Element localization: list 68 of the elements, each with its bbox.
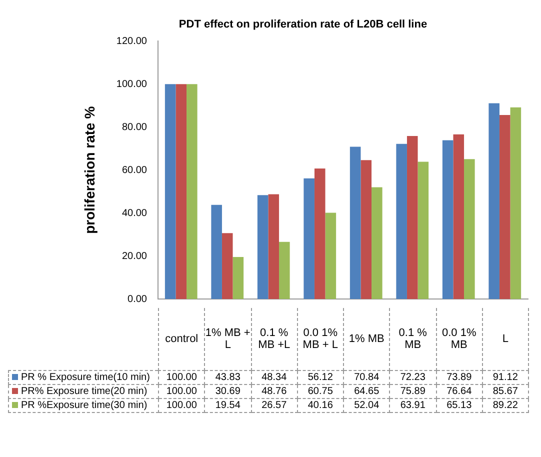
bar [360, 160, 372, 299]
bar [164, 84, 176, 299]
data-label: 65.13 [436, 398, 482, 412]
data-label: 43.83 [204, 370, 251, 384]
data-label: 48.76 [251, 384, 298, 398]
legend-label: PR % Exposure time(10 min) [21, 372, 150, 383]
data-label: 70.84 [344, 370, 390, 384]
bar [314, 168, 326, 299]
legend-label: PR %Exposure time(30 min) [21, 400, 148, 411]
bar [186, 84, 198, 299]
data-label: 56.12 [297, 370, 344, 384]
x-tick-label: 0.1 % MB +L [251, 308, 298, 370]
data-label: 63.91 [390, 398, 436, 412]
chart-title: PDT effect on proliferation rate of L20B cell line [178, 18, 428, 31]
bar [372, 187, 382, 299]
x-tick-label: 1% MB [344, 308, 390, 370]
legend-label: PR% Exposure time(20 min) [21, 386, 148, 397]
bar [304, 178, 314, 299]
data-label: 76.64 [436, 384, 482, 398]
data-label: 72.23 [390, 370, 436, 384]
data-label: 75.89 [390, 384, 436, 398]
data-label: 73.89 [436, 370, 482, 384]
data-label: 100.00 [158, 384, 205, 398]
x-tick-label: control [158, 308, 205, 370]
data-label: 60.75 [297, 384, 344, 398]
data-label: 40.16 [297, 398, 344, 412]
x-tick-label: 0.0 1% MB + L [297, 308, 344, 370]
y-tick-label: 80.00 [122, 122, 148, 133]
y-tick-label: 20.00 [122, 250, 148, 262]
x-tick-label: L [482, 308, 528, 370]
bar [453, 134, 464, 299]
bar [464, 159, 475, 299]
bar [325, 212, 336, 299]
bar [499, 114, 510, 299]
y-tick-label: 60.00 [122, 164, 148, 176]
data-label: 85.67 [482, 384, 528, 398]
bar [222, 233, 233, 299]
y-axis-title: proliferation rate % [81, 106, 98, 234]
data-label: 100.00 [158, 370, 205, 384]
bar [257, 195, 268, 299]
bar [350, 146, 361, 299]
bar [268, 194, 280, 299]
y-tick-label: 100.00 [116, 78, 148, 90]
bar [418, 162, 429, 299]
y-tick-label: 120.00 [116, 36, 148, 47]
x-tick-label: 0.0 1% MB [436, 308, 482, 370]
bar [279, 242, 290, 299]
data-label: 30.69 [204, 384, 251, 398]
y-tick-label: 0.00 [128, 294, 148, 305]
data-label: 100.00 [158, 398, 205, 412]
y-tick-label: 40.00 [122, 208, 148, 219]
bar [442, 140, 454, 299]
bar [232, 257, 244, 299]
data-label: 91.12 [482, 370, 528, 384]
bar [176, 84, 187, 299]
bar [211, 204, 222, 299]
data-label: 89.22 [482, 398, 528, 412]
bar [396, 144, 407, 299]
data-label: 64.65 [344, 384, 390, 398]
data-label: 19.54 [204, 398, 251, 412]
data-label: 26.57 [251, 398, 298, 412]
data-label: 48.34 [251, 370, 298, 384]
x-tick-label: 1% MB + L [204, 308, 251, 370]
bar [488, 103, 500, 299]
bar [406, 136, 418, 299]
data-label: 52.04 [344, 398, 390, 412]
bar [510, 107, 522, 299]
x-tick-label: 0.1 % MB [390, 308, 436, 370]
